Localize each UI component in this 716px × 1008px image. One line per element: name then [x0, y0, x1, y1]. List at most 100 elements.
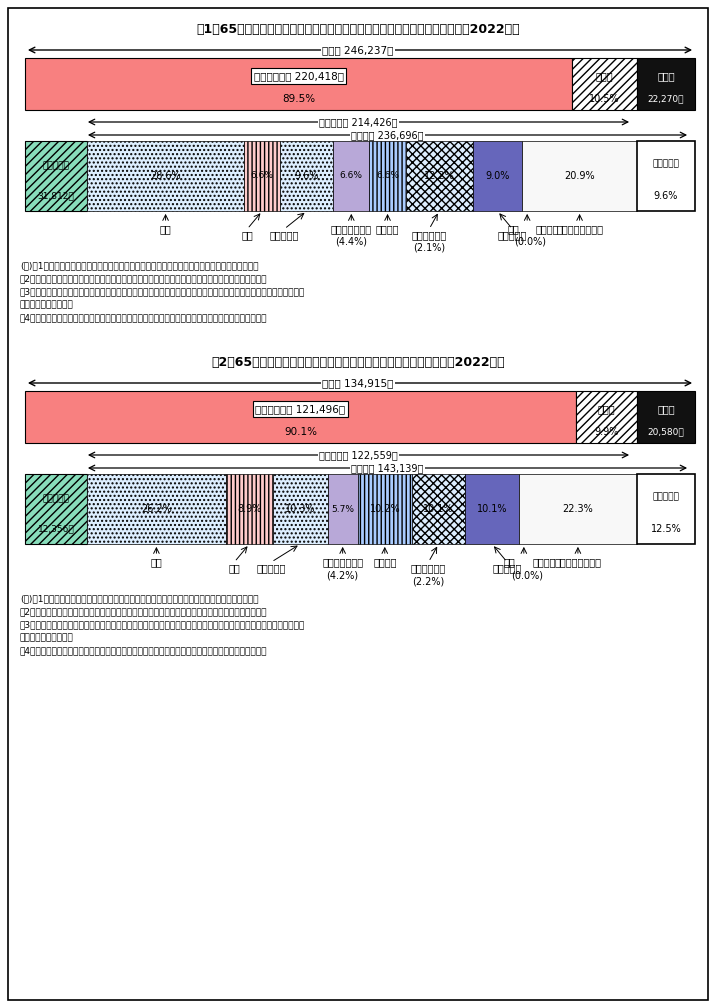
Text: 4　図中の「不足分」とは、「実収入」と、「消費支出」及び「非消費支出」の計との差額である。: 4 図中の「不足分」とは、「実収入」と、「消費支出」及び「非消費支出」の計との差… — [20, 313, 268, 322]
Text: 22.3%: 22.3% — [563, 504, 594, 514]
Text: 被服及び履物: 被服及び履物 — [411, 563, 446, 573]
Bar — [576, 391, 637, 443]
Text: 教育: 教育 — [508, 224, 519, 234]
Text: 31,812円: 31,812円 — [38, 192, 74, 201]
Bar — [465, 474, 519, 544]
Text: 可処分所得 122,559円: 可処分所得 122,559円 — [319, 450, 398, 460]
Text: 住居: 住居 — [228, 563, 241, 573]
Text: 12,356円: 12,356円 — [38, 524, 74, 533]
Bar — [244, 141, 281, 211]
Bar — [87, 474, 226, 544]
Bar — [25, 58, 572, 110]
Text: 光熱・水道: 光熱・水道 — [270, 230, 299, 240]
Text: 住居: 住居 — [241, 230, 253, 240]
Text: 家具・家事用品: 家具・家事用品 — [331, 224, 372, 234]
Bar — [327, 474, 358, 544]
Text: 26.2%: 26.2% — [141, 504, 172, 514]
Bar — [637, 141, 695, 211]
Text: 6.6%: 6.6% — [376, 171, 399, 180]
Text: 9.6%: 9.6% — [294, 171, 319, 181]
Text: 教養娯楽: 教養娯楽 — [536, 224, 559, 234]
Bar — [333, 141, 369, 211]
Text: 89.5%: 89.5% — [282, 94, 315, 104]
Text: 図1　65歳以上の夫婦のみの無職世帯（夫婦高齢者無職世帯）の家計収支　－2022年－: 図1 65歳以上の夫婦のみの無職世帯（夫婦高齢者無職世帯）の家計収支 －2022… — [196, 23, 520, 36]
Bar — [25, 474, 87, 544]
Text: 20.9%: 20.9% — [564, 171, 595, 181]
Text: 28.6%: 28.6% — [150, 171, 181, 181]
Bar — [572, 58, 637, 110]
Text: 社会保障給付 220,418円: 社会保障給付 220,418円 — [253, 72, 344, 82]
Text: 8.9%: 8.9% — [237, 504, 261, 514]
Text: 2　図中の「食料」から「その他の消費支出」までの割合（％）は、消費支出に占める割合である。: 2 図中の「食料」から「その他の消費支出」までの割合（％）は、消費支出に占める割… — [20, 274, 268, 283]
Text: 教養娯楽: 教養娯楽 — [532, 557, 556, 566]
Bar — [406, 141, 473, 211]
Text: 被服及び履物: 被服及び履物 — [412, 230, 447, 240]
Text: 家具・家事用品: 家具・家事用品 — [322, 557, 363, 566]
Text: 消費支出 236,696円: 消費支出 236,696円 — [352, 130, 424, 140]
Bar — [522, 141, 637, 211]
Text: 非消費支出: 非消費支出 — [42, 494, 69, 503]
Bar — [25, 141, 87, 211]
Text: 12.5%: 12.5% — [651, 523, 682, 533]
Text: 食料: 食料 — [160, 224, 171, 234]
Text: 9.6%: 9.6% — [654, 191, 678, 201]
Text: 光熱・水道: 光熱・水道 — [257, 563, 286, 573]
Bar — [281, 141, 333, 211]
Text: 消費支出 143,139円: 消費支出 143,139円 — [352, 463, 424, 473]
Bar — [637, 58, 695, 110]
Text: 12.2%: 12.2% — [424, 171, 455, 181]
Text: 10.3%: 10.3% — [285, 504, 316, 514]
Text: その他: その他 — [598, 404, 615, 414]
Text: 20,580円: 20,580円 — [648, 427, 684, 436]
Text: 9.0%: 9.0% — [485, 171, 510, 181]
Text: (注)　1　図中の「社会保障給付」及び「その他」の割合（％）は、実収入に占める割合である。: (注) 1 図中の「社会保障給付」及び「その他」の割合（％）は、実収入に占める割… — [20, 594, 258, 603]
Bar — [273, 474, 327, 544]
Text: 実収入 134,915円: 実収入 134,915円 — [322, 378, 394, 388]
Text: 22,270円: 22,270円 — [648, 94, 684, 103]
Text: 10.1%: 10.1% — [423, 504, 454, 514]
Text: (4.4%): (4.4%) — [335, 237, 367, 247]
Bar — [369, 141, 406, 211]
Bar — [412, 474, 465, 544]
Text: その他の消費支出: その他の消費支出 — [556, 224, 603, 234]
Text: 社会保障給付 121,496円: 社会保障給付 121,496円 — [256, 404, 346, 414]
Text: 10.1%: 10.1% — [477, 504, 508, 514]
Text: (2.1%): (2.1%) — [413, 243, 445, 253]
Text: 食料: 食料 — [150, 557, 163, 566]
Text: 交通・通信: 交通・通信 — [498, 230, 527, 240]
Text: 10.2%: 10.2% — [369, 504, 400, 514]
Text: うち交際費: うち交際費 — [652, 159, 679, 168]
Text: 6.6%: 6.6% — [340, 171, 363, 180]
Bar — [358, 474, 412, 544]
Text: 非消費支出: 非消費支出 — [42, 161, 69, 170]
Bar — [637, 391, 695, 443]
Text: 教育: 教育 — [504, 557, 516, 566]
Text: 不足分: 不足分 — [657, 404, 674, 414]
Text: その他の消費支出: その他の消費支出 — [554, 557, 601, 566]
Text: 4　図中の「不足分」とは、「実収入」と、「消費支出」及び「非消費支出」の計との差額である。: 4 図中の「不足分」とは、「実収入」と、「消費支出」及び「非消費支出」の計との差… — [20, 646, 268, 655]
Text: 交通・通信: 交通・通信 — [493, 563, 522, 573]
Bar — [637, 474, 695, 544]
Text: (注)　1　図中の「社会保障給付」及び「その他」の割合（％）は、実収入に占める割合である。: (注) 1 図中の「社会保障給付」及び「その他」の割合（％）は、実収入に占める割… — [20, 261, 258, 270]
Text: (0.0%): (0.0%) — [511, 570, 543, 580]
Text: うち交際費: うち交際費 — [652, 492, 679, 501]
Text: 図2　65歳以上の単身無職世帯（高齢単身無職世帯）の家計収支　－2022年－: 図2 65歳以上の単身無職世帯（高齢単身無職世帯）の家計収支 －2022年－ — [211, 356, 505, 369]
Text: (0.0%): (0.0%) — [514, 237, 546, 247]
Bar — [519, 474, 637, 544]
Text: 3　図中の「消費支出」のうち、他の世帯への赈答品やサービスの支出は、「その他の消費支出」の「うち交際費」: 3 図中の「消費支出」のうち、他の世帯への赈答品やサービスの支出は、「その他の消… — [20, 287, 305, 296]
Text: に含まれている。: に含まれている。 — [20, 300, 74, 309]
Text: 保健医療: 保健医療 — [373, 557, 397, 566]
Text: (2.2%): (2.2%) — [412, 576, 445, 586]
Text: 2　図中の「食料」から「その他の消費支出」までの割合（％）は、消費支出に占める割合である。: 2 図中の「食料」から「その他の消費支出」までの割合（％）は、消費支出に占める割… — [20, 607, 268, 616]
Text: その他: その他 — [596, 72, 614, 82]
Text: 実収入 246,237円: 実収入 246,237円 — [322, 45, 394, 55]
Bar — [226, 474, 273, 544]
Text: (4.2%): (4.2%) — [326, 570, 359, 580]
Bar — [473, 141, 522, 211]
Text: 6.6%: 6.6% — [251, 171, 274, 180]
Bar — [25, 391, 576, 443]
Text: 9.9%: 9.9% — [594, 426, 619, 436]
Text: 保健医療: 保健医療 — [376, 224, 400, 234]
Text: に含まれている。: に含まれている。 — [20, 633, 74, 642]
Text: 10.5%: 10.5% — [589, 94, 620, 104]
